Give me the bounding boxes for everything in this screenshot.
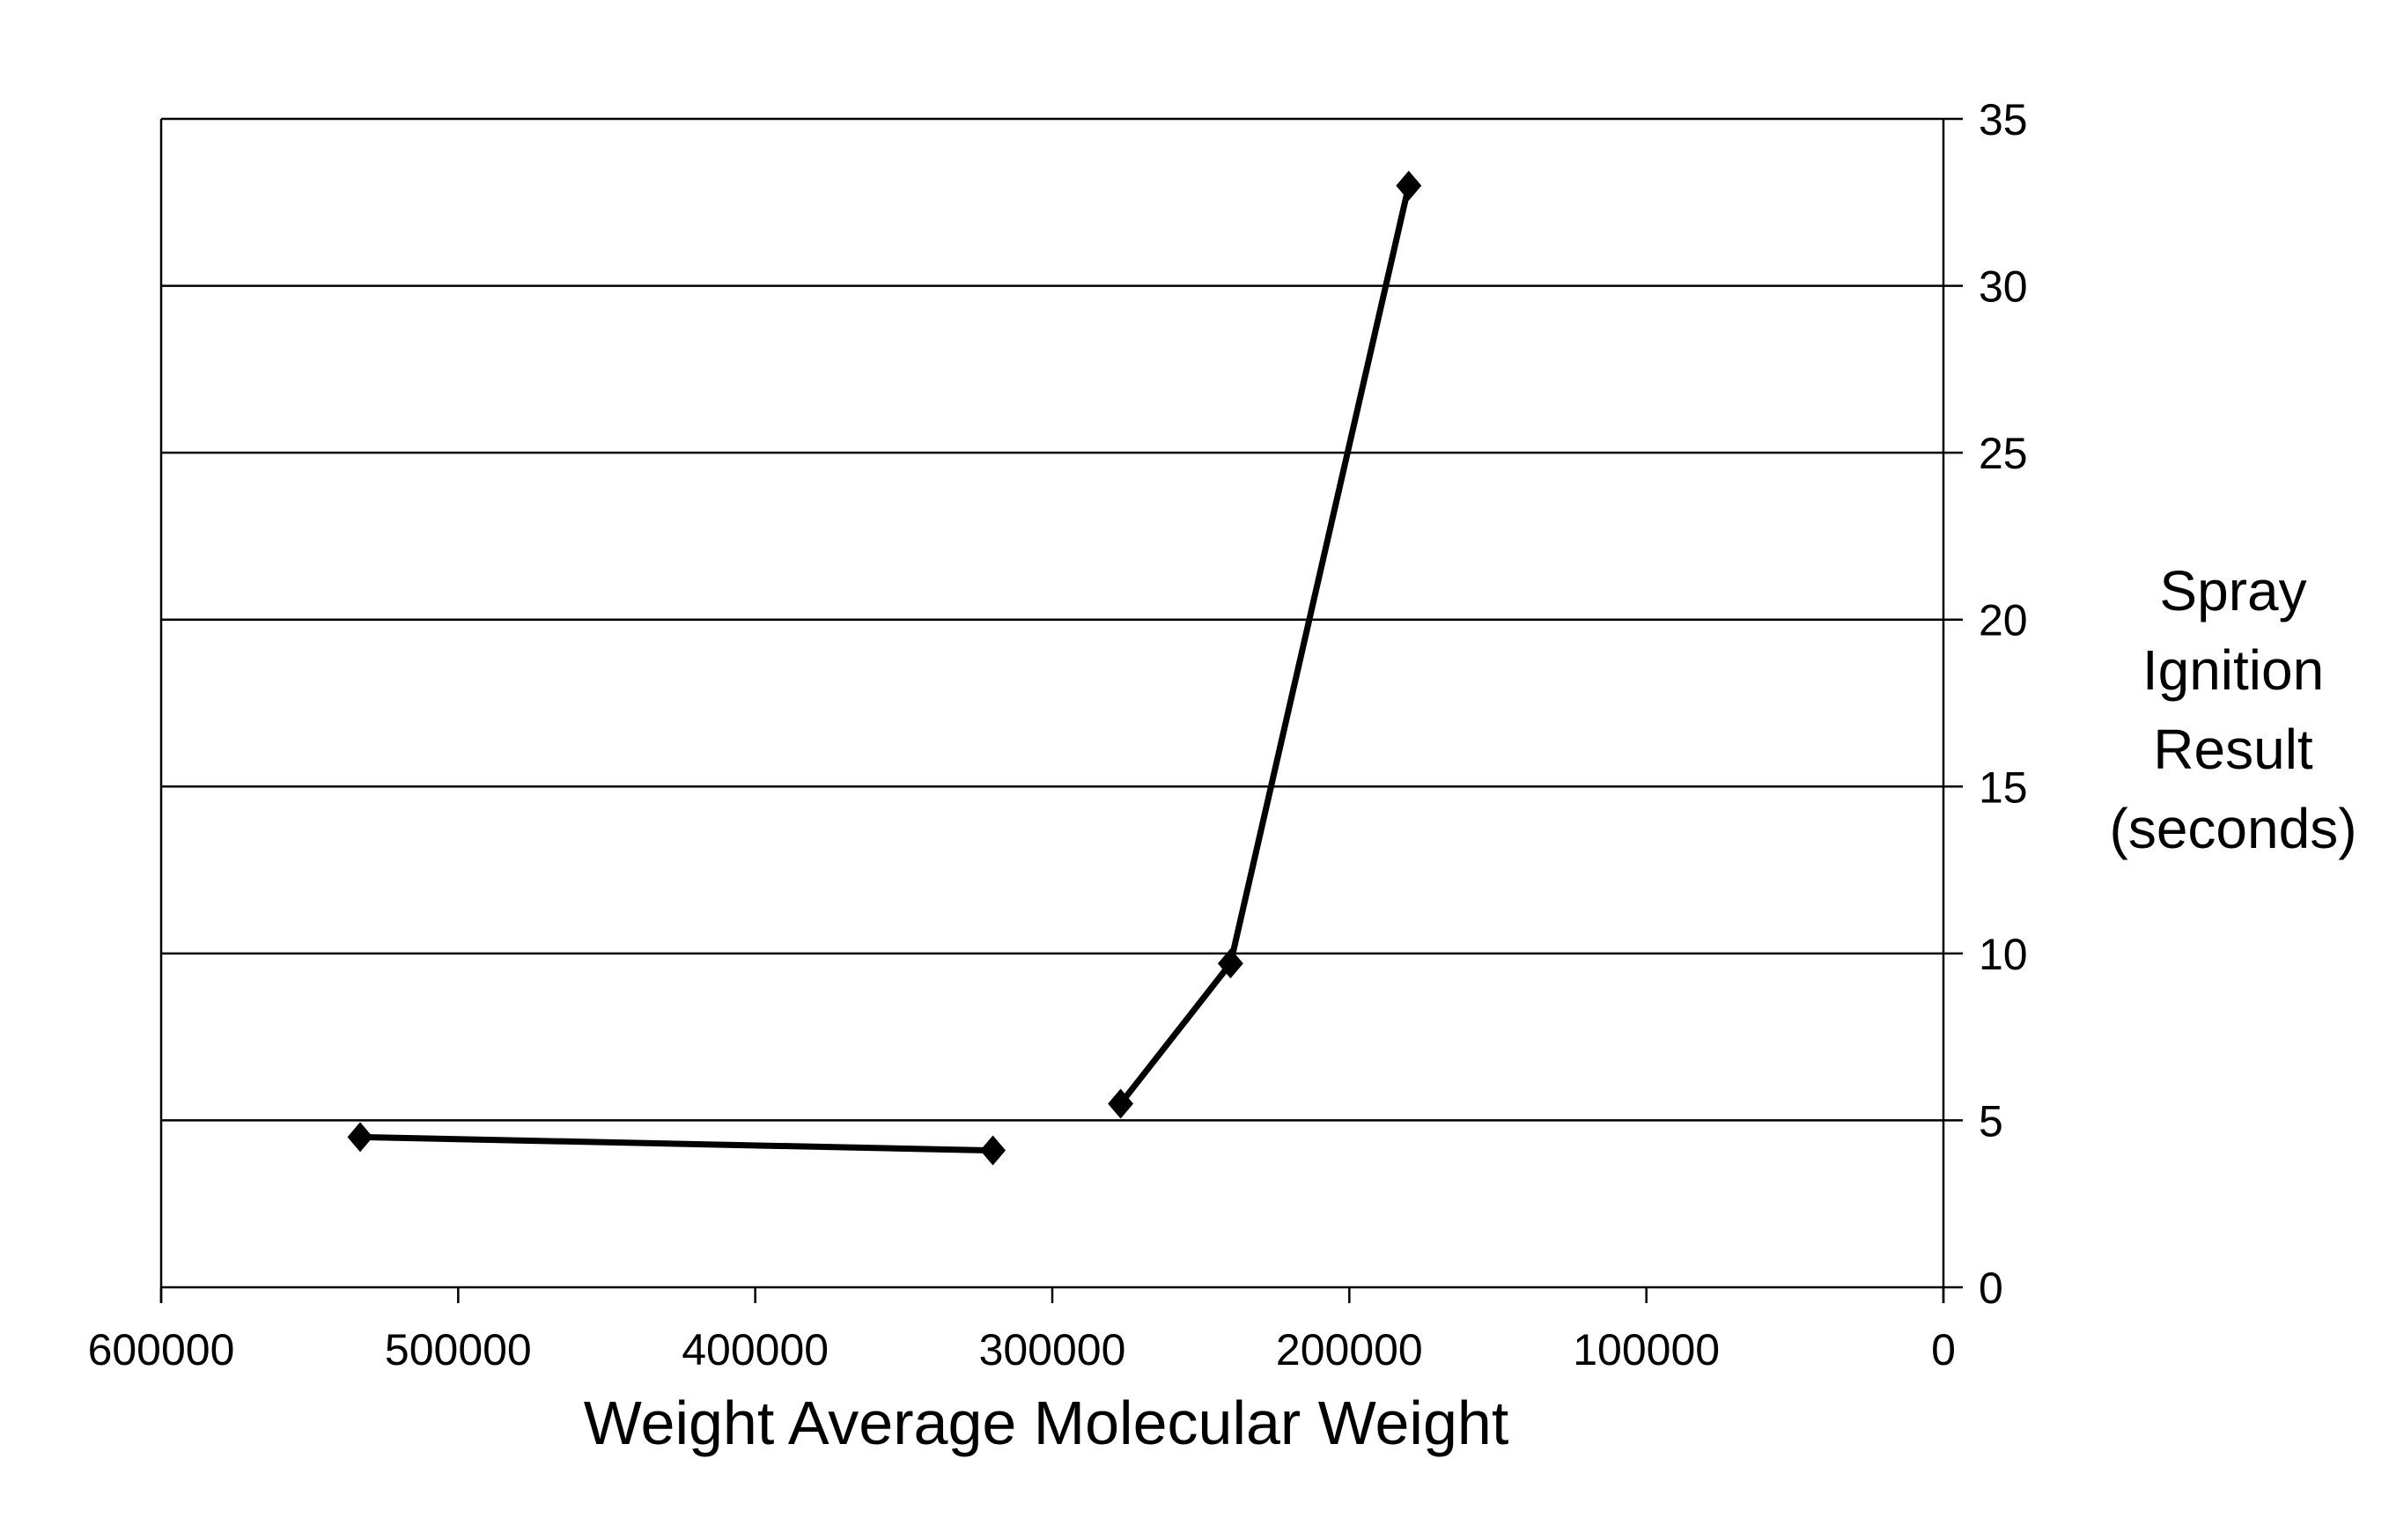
y-tick-label: 15 — [1979, 763, 2028, 812]
gridlines — [161, 119, 1943, 1120]
x-tick-label: 100000 — [1573, 1325, 1720, 1374]
data-point — [1396, 171, 1421, 201]
series-line — [360, 1137, 993, 1150]
y-axis-ticks: 0 5 10 15 20 25 30 35 — [1943, 95, 2028, 1313]
x-tick-label: 500000 — [385, 1325, 532, 1374]
y-tick-label: 30 — [1979, 262, 2028, 312]
series-lines — [360, 186, 1409, 1151]
series-line — [1121, 186, 1409, 1104]
x-tick-label: 0 — [1931, 1325, 1956, 1374]
y-axis-title-line: Result — [2153, 718, 2313, 781]
plot-frame — [161, 119, 1943, 1303]
x-axis-ticks: 600000 500000 400000 300000 200000 100000 0 — [88, 1287, 1956, 1374]
x-tick-label: 200000 — [1276, 1325, 1423, 1374]
x-axis-title: Weight Average Molecular Weight — [584, 1389, 1509, 1457]
y-tick-label: 35 — [1979, 95, 2028, 144]
y-tick-label: 20 — [1979, 596, 2028, 645]
y-axis-title-line: (seconds) — [2110, 797, 2357, 860]
series-markers — [348, 171, 1422, 1166]
x-tick-label: 400000 — [682, 1325, 829, 1374]
y-tick-label: 25 — [1979, 429, 2028, 478]
y-axis-title: Spray Ignition Result (seconds) — [2110, 559, 2357, 860]
data-point — [348, 1122, 373, 1152]
y-axis-title-line: Ignition — [2142, 638, 2324, 702]
y-tick-label: 5 — [1979, 1096, 2003, 1146]
x-tick-label: 600000 — [88, 1325, 235, 1374]
y-tick-label: 10 — [1979, 930, 2028, 979]
data-point — [980, 1136, 1006, 1166]
y-axis-title-line: Spray — [2159, 559, 2306, 623]
y-tick-label: 0 — [1979, 1264, 2003, 1313]
x-tick-label: 300000 — [979, 1325, 1126, 1374]
